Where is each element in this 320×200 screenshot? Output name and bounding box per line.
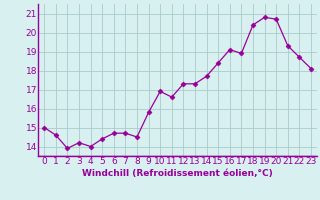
X-axis label: Windchill (Refroidissement éolien,°C): Windchill (Refroidissement éolien,°C) xyxy=(82,169,273,178)
